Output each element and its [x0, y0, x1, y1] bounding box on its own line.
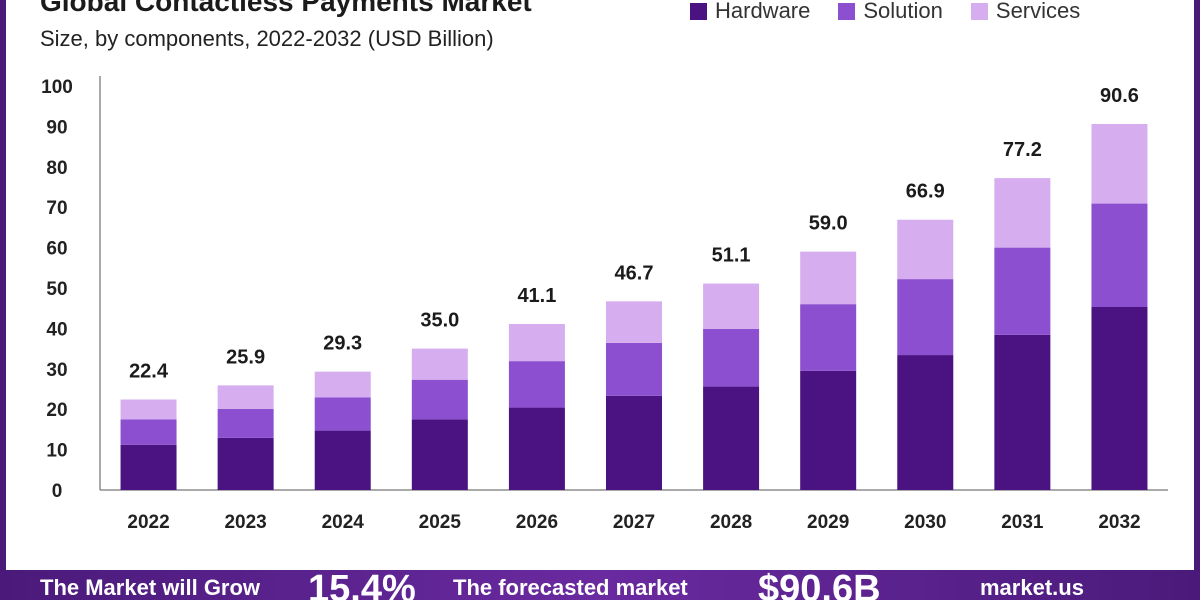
bar-segment-solution [1091, 203, 1148, 307]
bar-segment-services [994, 178, 1051, 248]
bar-segment-solution [703, 328, 760, 387]
y-tick-label: 30 [46, 360, 67, 381]
x-tick-label: 2025 [419, 512, 462, 533]
bar-segment-services [897, 219, 954, 280]
bar-total-label: 46.7 [615, 262, 654, 284]
legend-label-services: Services [995, 0, 1081, 23]
y-tick-label: 50 [46, 279, 67, 300]
x-tick-label: 2022 [127, 512, 169, 533]
footer-growth-text: The Market will Grow [40, 575, 261, 600]
bar-segment-services [120, 399, 177, 420]
chart-subtitle: Size, by components, 2022-2032 (USD Bill… [40, 26, 494, 51]
bar-total-label: 51.1 [712, 245, 751, 267]
legend-item-hardware: Hardware [690, 0, 810, 24]
legend: Hardware Solution Services [690, 0, 1080, 24]
footer-banner: The Market will Grow 15.4% The forecaste… [0, 570, 1200, 600]
bar-total-label: 25.9 [226, 346, 265, 368]
footer-growth-value: 15.4% [308, 570, 416, 600]
legend-swatch-services [970, 2, 988, 20]
y-tick-label: 60 [46, 239, 67, 260]
footer-forecast-text: The forecasted market [453, 575, 688, 600]
footer-brand: market.us [980, 575, 1084, 600]
x-tick-label: 2024 [322, 512, 365, 533]
bar-segment-services [411, 348, 468, 380]
bar-segment-solution [994, 247, 1051, 335]
y-tick-label: 90 [46, 117, 67, 138]
bar-segment-services [314, 371, 371, 398]
x-tick-label: 2028 [710, 512, 752, 533]
chart-title: Global Contactless Payments Market [40, 0, 532, 17]
bar-segment-hardware [411, 419, 468, 490]
y-tick-label: 70 [46, 198, 67, 219]
bar-segment-hardware [703, 386, 760, 490]
bar-segment-hardware [120, 444, 177, 490]
bar-segment-hardware [606, 395, 662, 490]
bar-segment-hardware [800, 370, 857, 490]
bar-total-label: 41.1 [517, 285, 556, 307]
bar-segment-services [703, 283, 760, 329]
bar-total-label: 59.0 [809, 213, 848, 235]
x-tick-label: 2026 [516, 512, 558, 533]
bar-segment-hardware [1091, 306, 1148, 490]
bar-segment-solution [217, 408, 274, 438]
bar-total-label: 66.9 [906, 181, 945, 203]
x-tick-label: 2030 [904, 512, 946, 533]
x-tick-label: 2027 [613, 512, 655, 533]
bar-segment-hardware [508, 407, 565, 490]
x-tick-label: 2029 [807, 512, 849, 533]
y-tick-label: 10 [46, 441, 67, 462]
bar-segment-services [217, 385, 274, 409]
bar-segment-hardware [994, 334, 1051, 490]
bar-segment-solution [120, 419, 177, 445]
legend-label-hardware: Hardware [715, 0, 811, 23]
y-tick-label: 40 [46, 319, 67, 340]
legend-label-solution: Solution [863, 0, 943, 23]
bar-segment-solution [314, 397, 371, 431]
y-tick-label: 20 [46, 400, 67, 421]
bar-segment-solution [411, 379, 468, 420]
y-tick-label: 100 [41, 77, 73, 98]
bar-total-label: 29.3 [323, 333, 362, 355]
bar-total-label: 35.0 [420, 310, 459, 332]
bar-segment-solution [800, 304, 857, 371]
bar-segment-services [800, 251, 857, 305]
bar-total-label: 22.4 [129, 361, 169, 383]
legend-item-solution: Solution [838, 0, 943, 24]
y-tick-label: 80 [46, 158, 67, 179]
bar-segment-solution [606, 342, 662, 396]
y-tick-label: 0 [52, 481, 63, 502]
bar-segment-hardware [314, 430, 371, 490]
bar-segment-services [1091, 123, 1148, 204]
x-tick-label: 2023 [224, 512, 266, 533]
footer-forecast-value: $90.6B [758, 570, 881, 600]
stacked-bar-chart: 010203040506070809010022.4202225.9202329… [41, 76, 1168, 533]
bar-segment-solution [508, 361, 565, 408]
x-tick-label: 2031 [1001, 512, 1044, 533]
bar-total-label: 90.6 [1100, 85, 1139, 107]
legend-item-services: Services [970, 0, 1081, 24]
x-tick-label: 2032 [1098, 512, 1140, 533]
bar-segment-solution [897, 279, 954, 356]
bar-total-label: 77.2 [1003, 139, 1042, 161]
legend-swatch-hardware [690, 2, 707, 20]
bar-segment-hardware [217, 437, 274, 490]
legend-swatch-solution [838, 2, 856, 20]
bar-segment-services [508, 323, 565, 362]
bar-segment-services [606, 301, 662, 343]
bar-segment-hardware [897, 355, 954, 490]
